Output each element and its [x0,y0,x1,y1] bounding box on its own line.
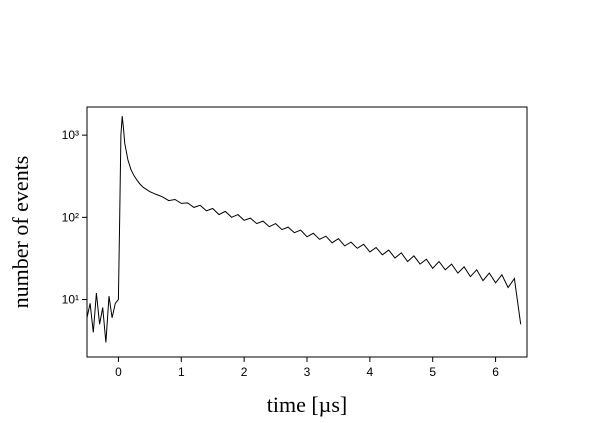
y-tick-label: 10¹ [62,293,79,307]
data-line [86,116,522,343]
plot-frame [86,106,528,358]
x-tick-label: 6 [492,365,499,379]
x-tick-label: 4 [367,365,374,379]
x-axis-label: time [µs] [267,392,348,417]
y-axis-label: number of events [8,156,33,309]
y-tick-label: 10³ [62,128,79,142]
x-tick-label: 2 [241,365,248,379]
x-tick-label: 0 [115,365,122,379]
x-tick-label: 5 [429,365,436,379]
y-tick-label: 10² [62,210,79,224]
x-tick-label: 1 [178,365,185,379]
x-tick-label: 3 [304,365,311,379]
